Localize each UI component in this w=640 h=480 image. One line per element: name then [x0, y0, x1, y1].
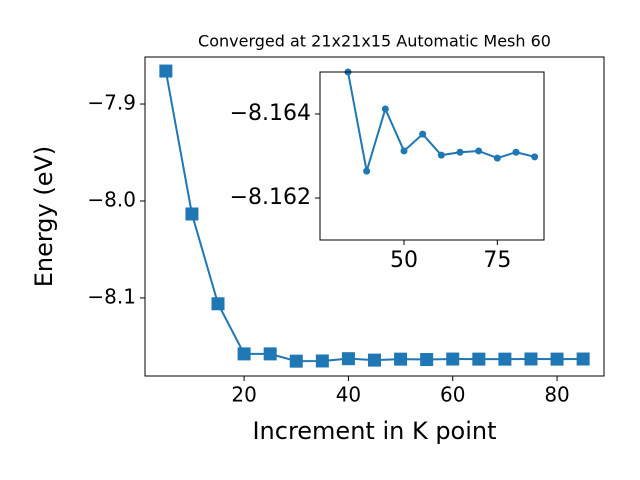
marker [289, 354, 303, 368]
marker [531, 153, 539, 161]
marker [394, 352, 408, 366]
marker [159, 64, 173, 78]
marker [475, 147, 483, 155]
axes-frame [144, 56, 605, 377]
marker [420, 353, 434, 367]
x-axis-label: Increment in K point [252, 417, 496, 445]
marker [419, 130, 427, 138]
marker [524, 352, 538, 366]
x-tick-label: 20 [231, 383, 256, 407]
x-tick-label: 80 [544, 383, 569, 407]
y-tick-label: −8.1 [87, 284, 136, 308]
marker [263, 347, 277, 361]
marker [363, 167, 371, 175]
marker [493, 154, 501, 162]
axes: 50 75 −8.162 −8.164 [230, 68, 545, 273]
marker [381, 105, 389, 113]
y-tick-label: −8.0 [87, 187, 136, 211]
marker [472, 352, 486, 366]
marker [400, 147, 408, 155]
marker [237, 347, 251, 361]
x-tick-label: 40 [336, 383, 361, 407]
marker [550, 352, 564, 366]
marker [512, 148, 520, 156]
marker [341, 352, 355, 366]
marker [437, 151, 445, 159]
marker [576, 352, 590, 366]
x-tick-label: 60 [440, 383, 465, 407]
marker [368, 353, 381, 367]
y-axis-label: Energy (eV) [30, 146, 58, 288]
axes-frame [319, 71, 545, 241]
x-tick-label: 75 [483, 248, 511, 273]
y-tick-label: −7.9 [87, 91, 136, 115]
marker [315, 354, 329, 368]
marker [211, 297, 225, 311]
marker [498, 352, 512, 366]
x-tick-label: 50 [390, 248, 418, 273]
y-tick-label: −8.164 [230, 101, 311, 126]
marker [446, 352, 460, 366]
marker [456, 148, 464, 156]
chart-title: Converged at 21x21x15 Automatic Mesh 60 [198, 32, 551, 51]
marker [185, 207, 199, 221]
y-tick-label: −8.162 [230, 185, 311, 210]
